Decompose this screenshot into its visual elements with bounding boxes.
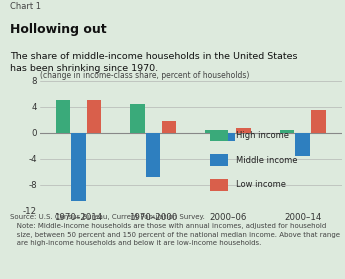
Bar	[295, 133, 310, 155]
Text: Middle income: Middle income	[236, 156, 297, 165]
Bar	[221, 133, 235, 141]
Bar	[162, 121, 176, 133]
Bar	[311, 110, 326, 133]
Bar	[210, 154, 228, 166]
Text: Source: U.S. Census Bureau, Current Population Survey.
   Note: Middle-income ho: Source: U.S. Census Bureau, Current Popu…	[10, 214, 340, 246]
Bar	[146, 133, 160, 177]
Text: Hollowing out: Hollowing out	[10, 23, 106, 36]
Text: The share of middle-income households in the United States
has been shrinking si: The share of middle-income households in…	[10, 52, 297, 73]
Bar	[71, 133, 86, 201]
Text: High income: High income	[236, 131, 289, 140]
Bar	[210, 179, 228, 191]
Bar	[236, 128, 251, 133]
Bar	[130, 104, 145, 133]
Text: Low income: Low income	[236, 180, 286, 189]
Bar	[205, 130, 219, 133]
Text: Chart 1: Chart 1	[10, 2, 41, 11]
Text: (change in income-class share, percent of households): (change in income-class share, percent o…	[40, 71, 249, 80]
Bar	[280, 130, 294, 133]
Bar	[210, 129, 228, 141]
Bar	[56, 100, 70, 133]
Bar	[87, 100, 101, 133]
